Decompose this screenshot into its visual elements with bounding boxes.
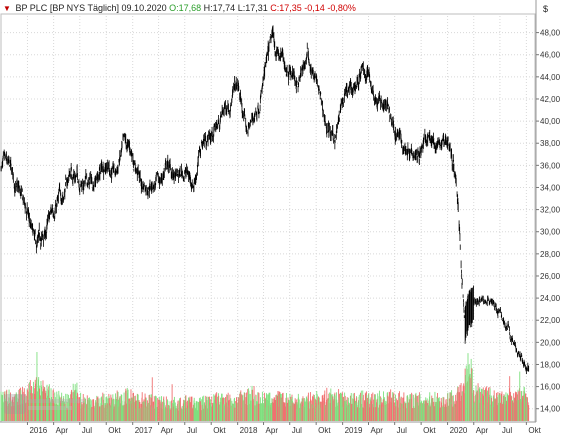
- y-tick-label: 40,00: [540, 117, 561, 126]
- y-tick-label: 18,00: [540, 360, 561, 369]
- y-tick-label: 14,00: [540, 405, 561, 414]
- y-tick-label: 34,00: [540, 183, 561, 192]
- x-tick-label: Apr: [56, 426, 69, 435]
- x-tick-label: 2019: [345, 426, 363, 435]
- open-value: O:17,68: [169, 3, 202, 13]
- x-tick-label: Apr: [161, 426, 174, 435]
- exchange-label: [BP NYS: [49, 3, 86, 13]
- x-tick-label: Apr: [476, 426, 489, 435]
- change-value: -0,14: [304, 3, 325, 13]
- x-tick-label: Okt: [423, 426, 436, 435]
- x-tick-label: Jul: [502, 426, 512, 435]
- x-tick-label: Okt: [528, 426, 541, 435]
- x-tick-label: 2020: [450, 426, 468, 435]
- y-tick-label: 22,00: [540, 316, 561, 325]
- y-tick-label: 20,00: [540, 338, 561, 347]
- chart-header: ▼ BP PLC [BP NYS Täglich] 09.10.2020 O:1…: [3, 3, 356, 13]
- period-label: Täglich]: [87, 3, 120, 13]
- currency-label: $: [543, 4, 549, 14]
- watermark-logo: [4, 394, 84, 414]
- y-tick-label: 48,00: [540, 29, 561, 38]
- y-tick-label: 42,00: [540, 95, 561, 104]
- y-tick-label: 24,00: [540, 294, 561, 303]
- low-value: L:17,31: [237, 3, 268, 13]
- x-tick-label: Okt: [213, 426, 226, 435]
- y-tick-label: 16,00: [540, 383, 561, 392]
- x-tick-label: 2018: [240, 426, 258, 435]
- y-tick-label: 28,00: [540, 250, 561, 259]
- x-tick-label: Jul: [82, 426, 92, 435]
- x-tick-label: Okt: [318, 426, 331, 435]
- x-tick-label: Jul: [397, 426, 407, 435]
- y-tick-label: 38,00: [540, 139, 561, 148]
- x-tick-label: Jul: [187, 426, 197, 435]
- x-tick-label: Apr: [266, 426, 279, 435]
- y-tick-label: 32,00: [540, 206, 561, 215]
- date-label: 09.10.2020: [121, 3, 167, 13]
- x-tick-label: Jul: [292, 426, 302, 435]
- y-tick-label: 44,00: [540, 73, 561, 82]
- instrument-selector-icon[interactable]: ▼: [3, 4, 11, 13]
- plot-frame: [0, 13, 536, 423]
- x-tick-label: 2016: [29, 426, 47, 435]
- y-tick-label: 46,00: [540, 51, 561, 60]
- instrument-name: BP PLC: [15, 3, 48, 13]
- x-tick-label: Apr: [371, 426, 384, 435]
- y-tick-label: 26,00: [540, 272, 561, 281]
- x-tick-label: Okt: [108, 426, 121, 435]
- close-value: C:17,35: [270, 3, 302, 13]
- high-value: H:17,74: [203, 3, 236, 13]
- x-tick-label: 2017: [135, 426, 153, 435]
- y-tick-label: 36,00: [540, 161, 561, 170]
- y-tick-label: 30,00: [540, 228, 561, 237]
- change-pct-value: -0,80%: [327, 3, 356, 13]
